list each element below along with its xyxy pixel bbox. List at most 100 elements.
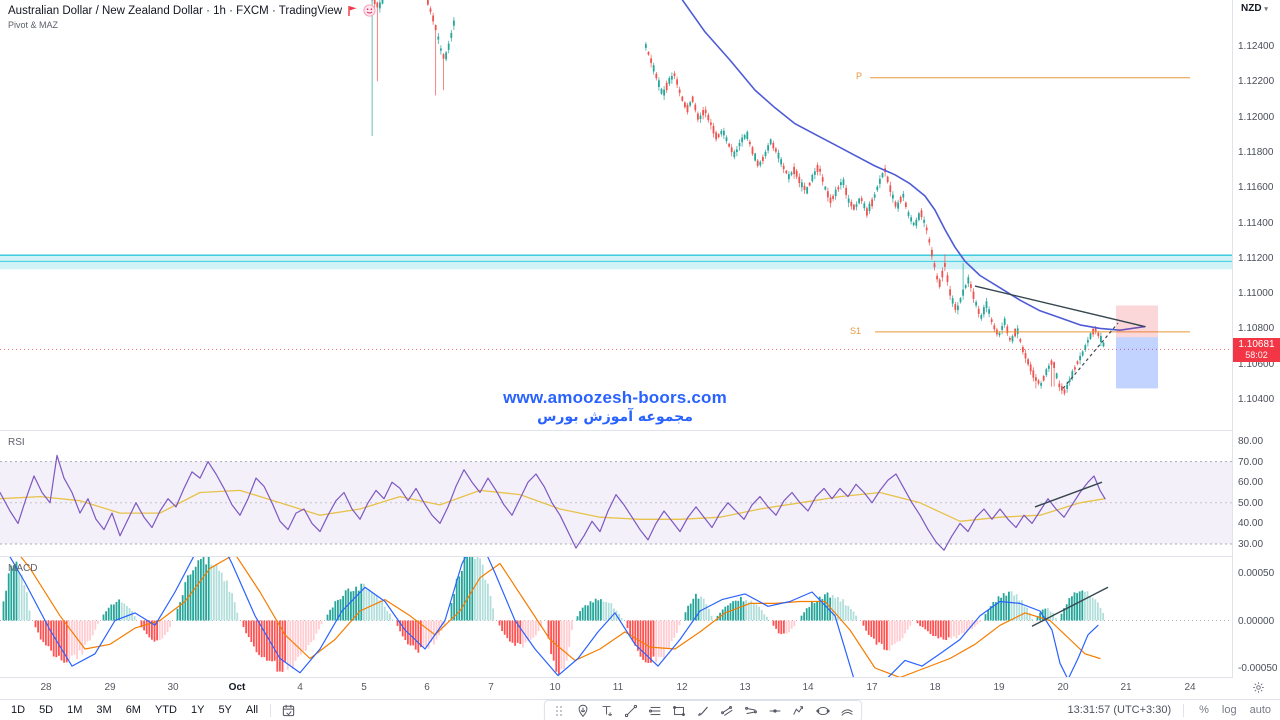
macd-axis-label: 0.00050	[1238, 568, 1275, 579]
timeframe-group: 1D 5D 1M 3M 6M YTD 1Y 5Y All	[4, 700, 300, 720]
rsi-label[interactable]: RSI	[8, 437, 25, 448]
price-axis-label: 1.11600	[1238, 182, 1274, 194]
trend-line-icon[interactable]	[619, 702, 643, 720]
ascending-dashed-trendline[interactable]	[1062, 322, 1119, 389]
timeframe-button-5Y[interactable]: 5Y	[218, 704, 232, 716]
divider	[270, 703, 272, 717]
price-axis[interactable]: NZD ▾ 1.12400 1.12200 1.12000 1.11800 1.1160…	[1233, 0, 1280, 678]
macd-pane[interactable]	[0, 557, 1232, 677]
last-price-tag: 1.10681 58:02	[1233, 338, 1280, 363]
candles	[371, 0, 1105, 396]
time-axis-label: 20	[1057, 682, 1069, 693]
time-axis-label: 5	[361, 682, 367, 693]
time-axis-label: 29	[104, 682, 116, 693]
macd-line[interactable]	[0, 557, 1099, 677]
time-axis-label: 14	[802, 682, 814, 693]
brush-icon[interactable]	[691, 702, 715, 720]
price-axis-label: 1.11200	[1238, 252, 1274, 264]
target-box[interactable]	[1116, 337, 1158, 389]
bottom-toolbar: 1D 5D 1M 3M 6M YTD 1Y 5Y All 13:31:57 (UTC+3:30)…	[0, 699, 1280, 720]
anchored-text-icon[interactable]	[595, 702, 619, 720]
timeframe-button-5D[interactable]: 5D	[39, 704, 54, 716]
rsi-axis-label: 60.00	[1238, 477, 1264, 489]
time-axis-label: 28	[40, 682, 52, 693]
ema-line[interactable]	[680, 0, 1146, 332]
time-axis-label: 6	[424, 682, 430, 693]
horizontal-line-icon[interactable]	[763, 702, 787, 720]
time-axis-label: 21	[1120, 682, 1132, 693]
price-axis-border	[1232, 0, 1233, 678]
currency-scale-button[interactable]: NZD ▾	[1241, 3, 1268, 14]
horizontal-ray-icon[interactable]	[643, 702, 667, 720]
macd-signal-line[interactable]	[0, 557, 1101, 677]
rsi-ma-line[interactable]	[0, 489, 1106, 522]
rsi-line[interactable]	[0, 454, 1106, 551]
time-axis-label: 19	[993, 682, 1005, 693]
symbol-title[interactable]: Australian Dollar / New Zealand Dollar ·…	[8, 4, 343, 17]
time-axis-label: 13	[739, 682, 751, 693]
disjoint-channel-icon[interactable]	[739, 702, 763, 720]
timeframe-button-YTD[interactable]: YTD	[154, 704, 177, 716]
log-scale-button[interactable]: log	[1221, 704, 1237, 716]
timeframe-button-1D[interactable]: 1D	[11, 704, 26, 716]
price-axis-label: 1.11800	[1238, 146, 1274, 158]
time-axis-label: 4	[297, 682, 303, 693]
price-axis-label: 1.12400	[1238, 41, 1275, 52]
timeframe-button-All[interactable]: All	[245, 704, 259, 716]
time-axis-label: 7	[488, 682, 494, 693]
auto-scale-button[interactable]: auto	[1249, 704, 1271, 716]
go-to-date-icon[interactable]	[276, 700, 300, 720]
time-axis-label: 10	[549, 682, 561, 693]
rsi-pane[interactable]	[0, 431, 1232, 556]
timeframe-button-3M[interactable]: 3M	[96, 704, 112, 716]
price-axis-label: 1.11000	[1238, 288, 1274, 300]
main-chart-pane[interactable]	[0, 0, 1232, 430]
descending-trendline[interactable]	[974, 285, 1146, 328]
pane-separator	[0, 677, 1280, 678]
timeframe-button-1M[interactable]: 1M	[67, 704, 83, 716]
rsi-trendline[interactable]	[1034, 481, 1103, 508]
percent-scale-button[interactable]: %	[1199, 704, 1209, 716]
time-axis-label: 30	[167, 682, 179, 693]
time-axis-label: 24	[1184, 682, 1196, 693]
candlestick-chart[interactable]	[0, 0, 1232, 430]
drawing-toolbar	[544, 700, 862, 720]
pane-separator[interactable]	[0, 556, 1280, 557]
drag-handle-icon[interactable]	[547, 702, 571, 720]
time-axis-settings-gear-icon[interactable]	[1252, 681, 1265, 694]
ellipse-icon[interactable]	[811, 702, 835, 720]
macd-axis-label: -0.00050	[1238, 663, 1278, 674]
rsi-chart[interactable]	[0, 431, 1232, 556]
mood-emoji-icon[interactable]	[363, 4, 376, 17]
chart-legend: Australian Dollar / New Zealand Dollar ·…	[8, 4, 376, 30]
price-axis-label: 1.10800	[1238, 323, 1275, 335]
time-axis-label: 11	[612, 682, 624, 693]
wave-pattern-icon[interactable]	[787, 702, 811, 720]
clock[interactable]: 13:31:57 (UTC+3:30)	[1067, 704, 1172, 716]
macd-trendline[interactable]	[1031, 586, 1109, 627]
pane-separator[interactable]	[0, 430, 1280, 431]
timeframe-button-6M[interactable]: 6M	[125, 704, 141, 716]
curve-icon[interactable]	[835, 702, 859, 720]
divider	[1183, 703, 1185, 717]
macd-label[interactable]: MACD	[8, 563, 38, 574]
macd-chart[interactable]	[0, 557, 1232, 677]
macd-histogram	[2, 557, 1104, 675]
time-axis-label: Oct	[228, 682, 246, 693]
rsi-axis-label: 40.00	[1238, 518, 1264, 530]
parallel-channel-icon[interactable]	[715, 702, 739, 720]
resistance-zone[interactable]	[0, 255, 1232, 270]
indicator-name[interactable]: Pivot & MAZ	[8, 20, 59, 30]
rsi-axis-label: 70.00	[1238, 456, 1264, 468]
rsi-axis-label: 80.00	[1238, 436, 1264, 447]
price-axis-label: 1.10400	[1238, 394, 1275, 405]
anchored-idea-icon[interactable]	[571, 702, 595, 720]
time-axis[interactable]: 28 29 30 Oct 4 5 6 7 10 11 12 13 14 17 18 19 20 21 24	[0, 678, 1280, 699]
rectangle-icon[interactable]	[667, 702, 691, 720]
bar-countdown: 58:02	[1245, 350, 1268, 361]
pivot-p-label: P	[856, 71, 863, 81]
flag-icon[interactable]	[347, 5, 358, 17]
timeframe-button-1Y[interactable]: 1Y	[190, 704, 205, 716]
time-axis-label: 12	[676, 682, 688, 693]
